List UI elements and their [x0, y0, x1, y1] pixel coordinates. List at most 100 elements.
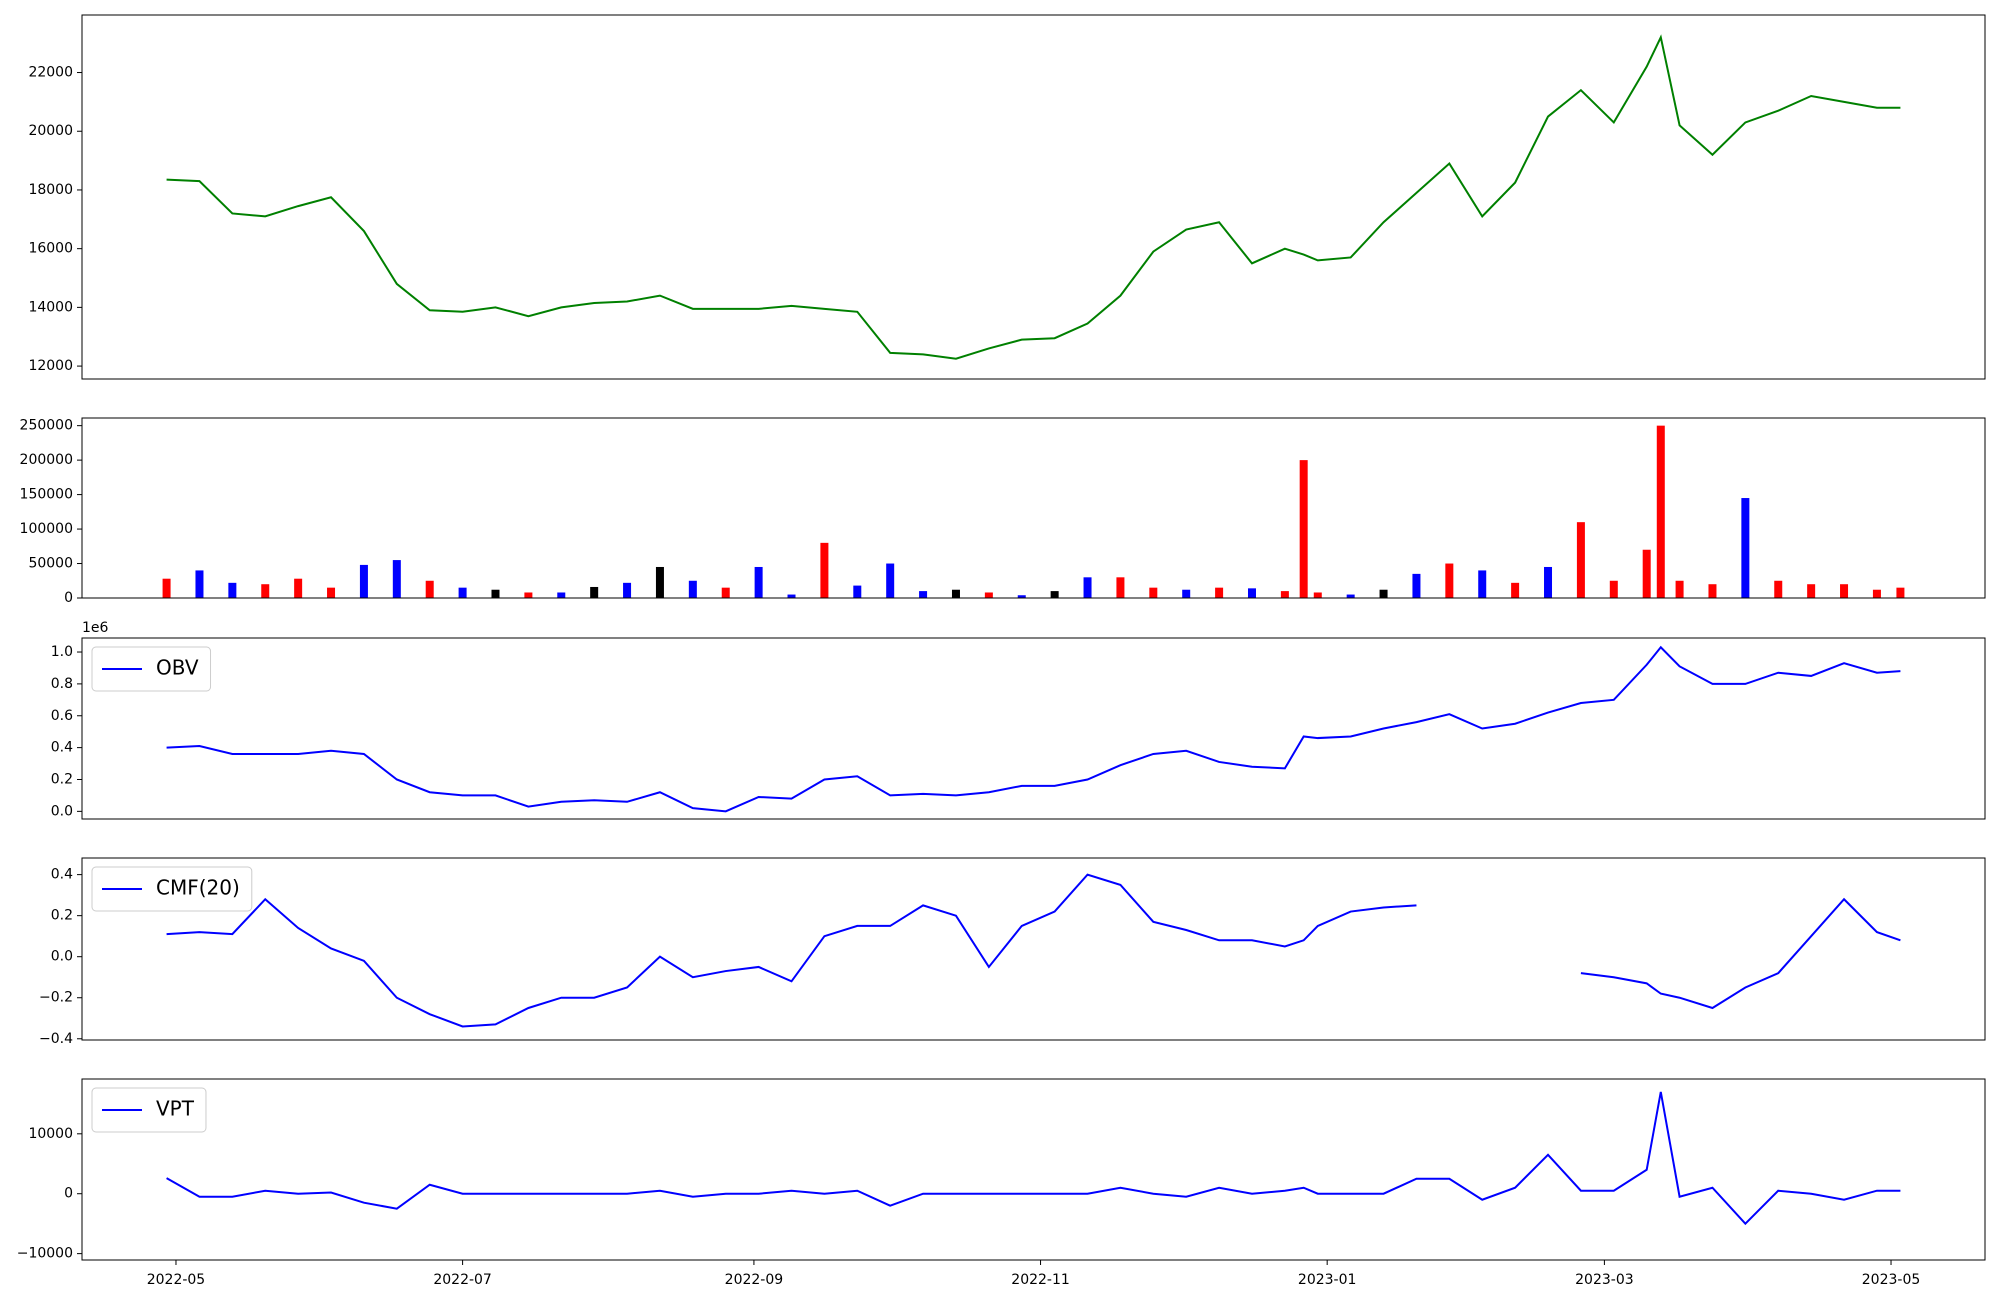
y-tick-label: 0.0 [51, 803, 73, 819]
bar [491, 589, 500, 598]
axes-frame [81, 1078, 1986, 1261]
axes-frame [81, 417, 1986, 599]
y-tick-label: 22000 [28, 65, 73, 81]
bar [1642, 549, 1651, 598]
bar [688, 580, 697, 598]
y-tick-label: 0.4 [51, 740, 73, 756]
bar [1774, 580, 1783, 598]
legend-box [91, 866, 253, 912]
axes-frame [81, 14, 1986, 380]
bar [655, 566, 664, 598]
bar [228, 582, 237, 598]
legend-label: VPT [156, 1097, 195, 1121]
bar [1247, 588, 1256, 598]
y-tick-label: −0.2 [39, 990, 73, 1006]
legend-label: CMF(20) [156, 876, 240, 900]
bar [1182, 589, 1191, 598]
bar [1807, 584, 1816, 598]
bar [1280, 591, 1289, 598]
bar [1299, 460, 1308, 598]
x-tick-label: 2022-07 [433, 1272, 492, 1288]
axes-frame [81, 637, 1986, 820]
bar [1708, 584, 1717, 598]
y-tick-label: 50000 [28, 556, 73, 572]
bar [951, 589, 960, 598]
bar [1511, 582, 1520, 598]
line [166, 34, 1901, 360]
y-tick-label: 0.6 [51, 708, 73, 724]
y-tick-label: 0.2 [51, 908, 73, 924]
bar [195, 570, 204, 598]
y-tick-label: 150000 [20, 487, 73, 503]
bar [820, 542, 829, 598]
bar [1149, 587, 1158, 598]
bar [359, 564, 368, 598]
bar [1313, 592, 1322, 598]
bar [1656, 425, 1665, 598]
bar [524, 592, 533, 598]
bar [1116, 577, 1125, 598]
bar [919, 591, 928, 598]
bar [1412, 573, 1421, 598]
bar [1379, 589, 1388, 598]
bar [425, 580, 434, 598]
bar [853, 585, 862, 598]
bar [1872, 589, 1881, 598]
bar [557, 592, 566, 598]
x-tick-label: 2022-05 [147, 1272, 206, 1288]
y-tick-label: −10000 [17, 1246, 73, 1262]
bar [1576, 522, 1585, 598]
y-tick-label: 0.2 [51, 771, 73, 787]
y-tick-label: 0.8 [51, 676, 73, 692]
line [166, 645, 1901, 813]
bar [754, 566, 763, 598]
y-tick-label: 12000 [28, 358, 73, 374]
bar [327, 587, 336, 598]
bar [1346, 594, 1355, 598]
x-tick-label: 2022-11 [1011, 1272, 1070, 1288]
line [166, 1091, 1901, 1226]
bar [1741, 498, 1750, 598]
x-tick-label: 2023-05 [1862, 1272, 1921, 1288]
y-tick-label: 250000 [20, 418, 73, 434]
y-tick-label: 0 [64, 1186, 73, 1202]
bar [984, 592, 993, 598]
bar [1675, 580, 1684, 598]
bar [1215, 587, 1224, 598]
y-tick-label: 14000 [28, 299, 73, 315]
y-tick-label: 0.0 [51, 949, 73, 965]
bar [623, 582, 632, 598]
bar [1445, 563, 1454, 598]
y-tick-label: 1.0 [51, 644, 73, 660]
bar [261, 584, 270, 598]
y-tick-label: 0 [64, 590, 73, 606]
bar [1840, 584, 1849, 598]
y-tick-label: 20000 [28, 123, 73, 139]
bar [458, 587, 467, 598]
bar [294, 578, 303, 598]
bar [886, 563, 895, 598]
bar [1544, 566, 1553, 598]
bar [1017, 595, 1026, 598]
y-tick-label: 100000 [20, 521, 73, 537]
axes-frame [81, 857, 1986, 1041]
bar [1083, 577, 1092, 598]
line [166, 873, 1901, 1028]
bar [392, 560, 401, 598]
bar [1896, 587, 1905, 598]
legend-box [91, 646, 212, 692]
x-tick-label: 2023-01 [1298, 1272, 1357, 1288]
bar [590, 586, 599, 598]
y-tick-label: 200000 [20, 452, 73, 468]
bar [1050, 591, 1059, 598]
y-tick-label: 16000 [28, 241, 73, 257]
bar [787, 594, 796, 598]
y-tick-label: 0.4 [51, 867, 73, 883]
bar [1609, 580, 1618, 598]
bar [1478, 570, 1487, 598]
bar [162, 578, 171, 598]
y-tick-label: −0.4 [39, 1031, 73, 1047]
legend-label: OBV [156, 656, 199, 680]
bar [721, 587, 730, 598]
